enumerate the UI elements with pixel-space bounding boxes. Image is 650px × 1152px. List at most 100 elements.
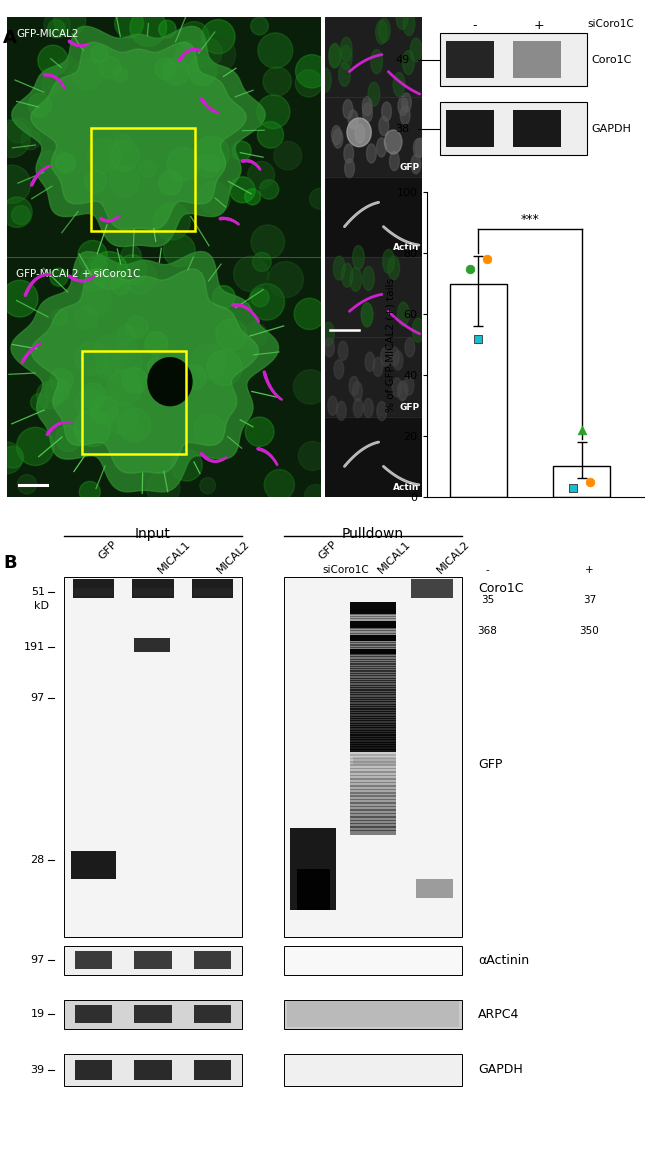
Ellipse shape — [2, 280, 38, 317]
Text: MICAL1: MICAL1 — [376, 539, 412, 576]
Ellipse shape — [398, 97, 408, 115]
Ellipse shape — [172, 449, 202, 482]
Bar — [350, 609, 396, 613]
Bar — [350, 812, 396, 818]
Ellipse shape — [373, 357, 383, 377]
Ellipse shape — [377, 402, 387, 420]
Bar — [74, 589, 113, 596]
Ellipse shape — [398, 380, 408, 400]
Ellipse shape — [329, 44, 341, 67]
Ellipse shape — [195, 136, 229, 172]
Bar — [6, 257, 321, 497]
Ellipse shape — [398, 302, 410, 326]
Bar — [350, 673, 396, 676]
Ellipse shape — [163, 58, 190, 85]
Ellipse shape — [200, 36, 236, 73]
Bar — [350, 786, 396, 790]
Ellipse shape — [251, 17, 268, 35]
Ellipse shape — [2, 446, 23, 468]
Ellipse shape — [87, 256, 107, 276]
Bar — [350, 628, 396, 631]
Bar — [350, 742, 396, 745]
Ellipse shape — [118, 340, 138, 359]
Bar — [350, 664, 396, 667]
Bar — [325, 257, 422, 336]
Bar — [350, 659, 396, 662]
Bar — [82, 350, 186, 454]
Text: B: B — [3, 554, 17, 573]
Ellipse shape — [31, 394, 48, 411]
Bar — [350, 675, 396, 679]
Ellipse shape — [28, 93, 51, 118]
Ellipse shape — [268, 262, 304, 297]
Ellipse shape — [393, 351, 403, 370]
Ellipse shape — [337, 401, 346, 420]
Polygon shape — [31, 268, 259, 473]
Ellipse shape — [81, 265, 107, 291]
Bar — [350, 735, 396, 738]
Ellipse shape — [248, 161, 275, 189]
Bar — [350, 626, 396, 629]
Ellipse shape — [117, 325, 136, 344]
Ellipse shape — [405, 338, 415, 357]
Bar — [415, 879, 453, 899]
Bar — [446, 40, 494, 78]
Text: GFP-MICAL2 + siCoro1C: GFP-MICAL2 + siCoro1C — [16, 270, 140, 279]
Text: 97: 97 — [31, 694, 45, 703]
Bar — [350, 740, 396, 743]
Ellipse shape — [114, 9, 144, 38]
Text: GAPDH: GAPDH — [478, 1063, 523, 1076]
Bar — [64, 1054, 242, 1086]
Ellipse shape — [392, 378, 402, 397]
Ellipse shape — [179, 22, 209, 53]
Text: 35: 35 — [481, 596, 494, 605]
Ellipse shape — [233, 256, 268, 291]
Ellipse shape — [130, 9, 166, 46]
Ellipse shape — [115, 134, 132, 151]
Ellipse shape — [309, 189, 330, 209]
Bar — [350, 779, 396, 783]
Ellipse shape — [113, 67, 128, 82]
Ellipse shape — [111, 275, 130, 295]
Text: GFP: GFP — [399, 403, 419, 412]
Bar — [350, 826, 396, 832]
Bar — [350, 623, 396, 627]
Ellipse shape — [159, 21, 176, 38]
Ellipse shape — [183, 365, 207, 389]
Ellipse shape — [194, 415, 225, 446]
Bar — [135, 638, 170, 652]
Bar — [350, 789, 396, 794]
Ellipse shape — [333, 129, 343, 149]
Bar — [350, 722, 396, 726]
Bar — [350, 711, 396, 714]
Bar — [350, 630, 396, 634]
Ellipse shape — [249, 283, 285, 320]
Bar — [350, 682, 396, 685]
Ellipse shape — [402, 93, 411, 112]
Ellipse shape — [343, 99, 353, 119]
Ellipse shape — [122, 259, 157, 294]
Text: 37: 37 — [582, 596, 596, 605]
Ellipse shape — [363, 103, 372, 122]
Ellipse shape — [109, 166, 140, 197]
Bar — [350, 823, 396, 828]
Bar — [350, 772, 396, 776]
Ellipse shape — [153, 203, 190, 240]
Bar — [135, 1006, 172, 1023]
Ellipse shape — [294, 298, 325, 329]
Bar — [350, 639, 396, 643]
Bar — [193, 589, 232, 596]
Bar — [75, 952, 112, 969]
Ellipse shape — [320, 68, 332, 92]
Bar — [350, 650, 396, 653]
Ellipse shape — [39, 151, 58, 170]
Point — [481, 250, 492, 268]
Text: GFP-MICAL2: GFP-MICAL2 — [16, 29, 79, 39]
Ellipse shape — [415, 138, 425, 158]
Ellipse shape — [74, 409, 111, 447]
Ellipse shape — [91, 396, 118, 424]
Ellipse shape — [354, 399, 363, 417]
Bar — [192, 579, 233, 598]
Ellipse shape — [148, 358, 192, 406]
Bar — [350, 775, 396, 780]
